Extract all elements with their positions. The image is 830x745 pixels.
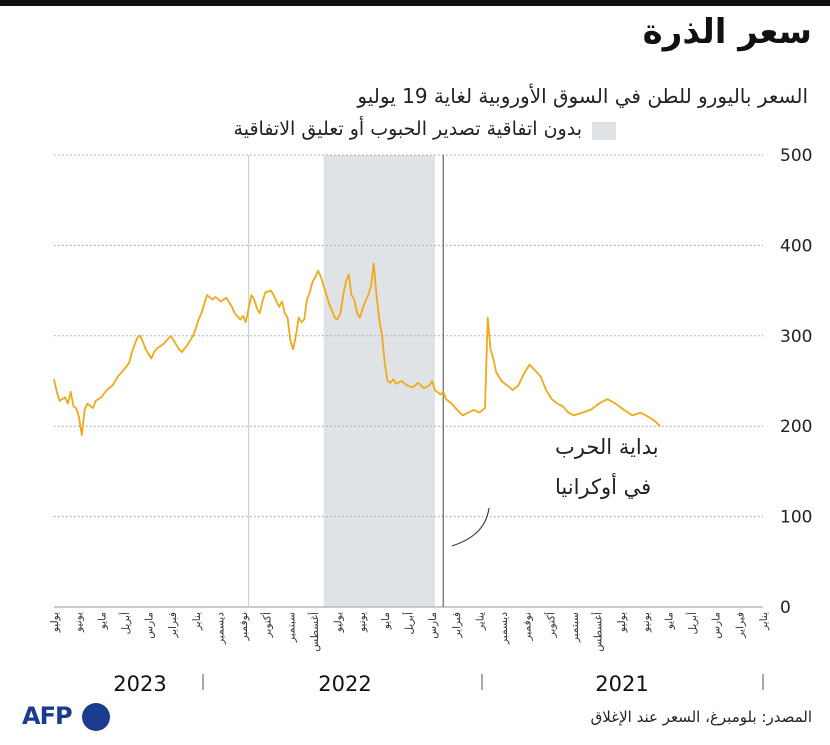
month-tick-label: مايو: [96, 612, 108, 630]
month-tick-label: نوفمبر: [522, 612, 534, 641]
month-tick-label: سبتمبر: [569, 612, 581, 643]
y-tick-label: 300: [780, 327, 812, 347]
month-tick-label: أغسطس: [307, 612, 321, 652]
afp-logo-text: AFP: [22, 702, 73, 730]
y-tick-label: 200: [780, 417, 812, 437]
month-tick-label: أكتوبر: [260, 612, 274, 638]
source-note: المصدر: بلومبرغ، السعر عند الإغلاق: [590, 708, 812, 726]
top-rule: [0, 0, 830, 6]
month-tick-label: مايو: [380, 612, 392, 630]
month-tick-label: يناير: [191, 612, 203, 631]
series-line-corn-price: [53, 262, 661, 437]
month-tick-label: يونيو: [640, 612, 652, 633]
month-tick-label: ديسمبر: [498, 612, 510, 645]
afp-logo: AFP: [22, 702, 122, 732]
month-tick-label: فبراير: [167, 612, 179, 639]
legend-label: بدون اتفاقية تصدير الحبوب أو تعليق الاتف…: [233, 118, 582, 140]
month-tick-label: سبتمبر: [285, 612, 297, 643]
month-tick-label: أبريل: [402, 612, 416, 635]
month-tick-label: أغسطس: [591, 612, 605, 652]
chart-subtitle: السعر باليورو للطن في السوق الأوروبية لغ…: [357, 84, 808, 108]
month-tick-label: أبريل: [685, 612, 699, 635]
month-tick-label: نوفمبر: [238, 612, 250, 641]
month-tick-label: يوليو: [333, 612, 345, 633]
y-tick-label: 0: [780, 598, 791, 618]
year-label: 2021: [595, 672, 648, 696]
year-label: 2022: [318, 672, 371, 696]
month-tick-label: ديسمبر: [214, 612, 226, 645]
annotation-leader: [451, 507, 490, 547]
month-tick-label: يناير: [758, 612, 770, 631]
chart-title: سعر الذرة: [642, 12, 812, 52]
month-tick-label: يناير: [474, 612, 486, 631]
month-tick-label: يونيو: [356, 612, 368, 633]
month-tick-label: يوليو: [616, 612, 628, 633]
month-tick-label: يونيو: [73, 612, 85, 633]
chart-area: 0 100 200 300 400 500 يوليو يونيو مايو أبريل مارس…: [49, 146, 812, 696]
month-tick-label: مايو: [663, 612, 675, 630]
month-tick-label: مارس: [427, 612, 439, 639]
month-tick-label: أبريل: [118, 612, 132, 635]
month-tick-label: يوليو: [49, 612, 61, 633]
shaded-period: [323, 155, 435, 607]
month-tick-label: مارس: [711, 612, 723, 639]
year-label: 2023: [113, 672, 166, 696]
month-tick-label: فبراير: [734, 612, 746, 639]
annotation-line-1: بداية الحرب: [555, 435, 659, 459]
y-tick-label: 400: [780, 236, 812, 256]
afp-logo-dot: [82, 703, 110, 731]
month-tick-label: أكتوبر: [543, 612, 557, 638]
y-tick-label: 500: [780, 146, 812, 166]
y-tick-label: 100: [780, 508, 812, 528]
month-tick-label: مارس: [144, 612, 156, 639]
month-tick-label: فبراير: [451, 612, 463, 639]
annotation-line-2: في أوكرانيا: [555, 473, 651, 499]
legend-swatch: [592, 122, 616, 140]
